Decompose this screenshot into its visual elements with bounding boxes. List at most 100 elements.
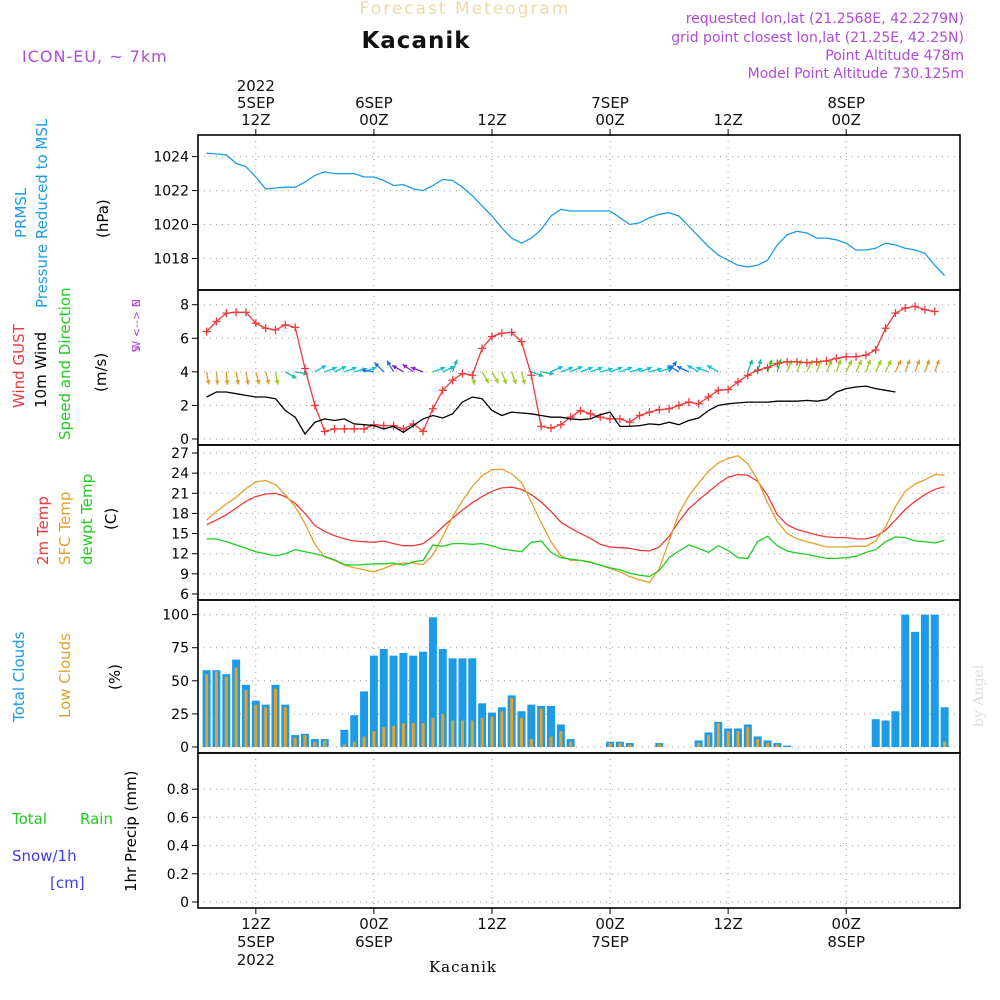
low-cloud-bar [726, 731, 730, 747]
wind-arrow-head [224, 380, 230, 385]
gust-marker [704, 393, 713, 402]
low-cloud-bar [657, 744, 661, 747]
gust-marker [389, 421, 398, 430]
top-time-label: 00Z [359, 111, 388, 129]
low-cloud-bar [293, 737, 297, 747]
wind-arrow-head [392, 365, 398, 370]
grid-point-coords: grid point closest lon,lat (21.25E, 42.2… [671, 30, 964, 46]
low-cloud-bar [411, 723, 415, 747]
wind-arrow-head [667, 365, 673, 370]
gust-marker [773, 359, 782, 368]
total-cloud-bar [891, 711, 900, 747]
gust-marker [753, 366, 762, 375]
gust-marker [438, 386, 447, 395]
gust-marker [733, 377, 742, 386]
wind-arrow-head [502, 379, 508, 385]
total-cloud-bar [871, 719, 880, 747]
wind-arrow-head [707, 365, 713, 370]
gust-marker [527, 371, 536, 380]
total-cloud-bar [940, 707, 949, 747]
y-tick-label: 25 [171, 707, 189, 723]
gust-marker [901, 304, 910, 313]
compass-n: N [130, 299, 143, 307]
gust-marker [822, 356, 831, 365]
low-cloud-bar [451, 720, 455, 747]
wind-arrow-head [896, 360, 902, 366]
top-time-label: 12Z [241, 111, 270, 129]
low-cloud-bar [765, 743, 769, 747]
clouds-unit-label: (%) [106, 664, 124, 690]
series-sfc-temp [206, 454, 945, 584]
requested-coords: requested lon,lat (21.2568E, 42.2279N) [686, 11, 964, 27]
wind-arrow-head [577, 366, 583, 371]
gust-marker [419, 427, 428, 436]
gust-marker [547, 424, 556, 433]
gust-marker [222, 309, 231, 318]
wind-speed-dir-label: Speed and Direction [56, 287, 74, 440]
gust-marker [281, 320, 290, 329]
pressure-reduced-label: Pressure Reduced to MSL [33, 118, 51, 308]
gust-marker [241, 308, 250, 317]
gust-marker [832, 354, 841, 363]
low-cloud-bar [372, 731, 376, 747]
gust-marker [576, 406, 585, 415]
gust-marker [291, 323, 300, 332]
wind-arrow-head [637, 367, 643, 372]
wind-arrow-head [471, 379, 477, 385]
top-time-label: 5SEP [237, 94, 275, 112]
gust-marker [310, 401, 319, 410]
gust-marker [911, 302, 920, 311]
y-tick-label: 1020 [153, 218, 189, 234]
top-time-label: 7SEP [591, 94, 629, 112]
low-cloud-bar [539, 708, 543, 747]
total-cloud-bar [340, 729, 349, 747]
total-cloud-bar [428, 617, 437, 747]
wind-arrow-head [587, 366, 593, 372]
low-cloud-bar [273, 688, 277, 747]
gust-marker [586, 409, 595, 418]
y-tick-label: 24 [171, 466, 189, 482]
wind-arrow-head [351, 366, 357, 372]
bottom-time-label: 12Z [477, 915, 506, 933]
low-cloud-bar [529, 739, 533, 747]
gust-marker [271, 325, 280, 334]
gust-marker [537, 422, 546, 431]
wind-arrow-head [291, 374, 297, 379]
gust-marker [468, 371, 477, 380]
top-time-label: 8SEP [827, 94, 865, 112]
low-cloud-bar [234, 667, 238, 747]
low-cloud-bar [254, 704, 258, 747]
wind-arrow-head [331, 366, 337, 372]
wind-arrow-head [512, 379, 517, 385]
wind-arrow-head [768, 359, 773, 365]
model-altitude: Model Point Altitude 730.125m [748, 66, 964, 82]
gust-marker [428, 404, 437, 413]
total-cloud-bar [468, 658, 477, 747]
low-cloud-bar [490, 716, 494, 747]
low-cloud-bar [283, 707, 287, 747]
low-cloud-bar [244, 690, 248, 747]
gust-marker [606, 414, 615, 423]
model-label: ICON-EU, ~ 7km [22, 47, 168, 66]
gust-marker [861, 351, 870, 360]
low-cloud-bar [943, 741, 947, 747]
low-cloud-bar [697, 743, 701, 747]
gust-marker [615, 414, 624, 423]
y-tick-label: 0 [180, 895, 189, 911]
wind-arrow-head [361, 368, 366, 373]
wind-arrow-head [557, 366, 563, 371]
top-time-label: 00Z [832, 111, 861, 129]
temp-sfc-label: SFC Temp [56, 492, 74, 565]
low-cloud-bar [549, 736, 553, 747]
total-cloud-bar [399, 653, 408, 747]
gust-marker [320, 427, 329, 436]
wind-arrow-head [887, 360, 892, 366]
wind-arrow-head [676, 366, 682, 371]
low-cloud-bar [342, 744, 346, 747]
low-cloud-bar [352, 741, 356, 747]
wind-arrow-head [657, 367, 662, 372]
gust-marker [212, 317, 221, 326]
wind-arrow-head [255, 379, 261, 385]
y-tick-label: 2 [180, 398, 189, 414]
gust-marker [556, 420, 565, 429]
